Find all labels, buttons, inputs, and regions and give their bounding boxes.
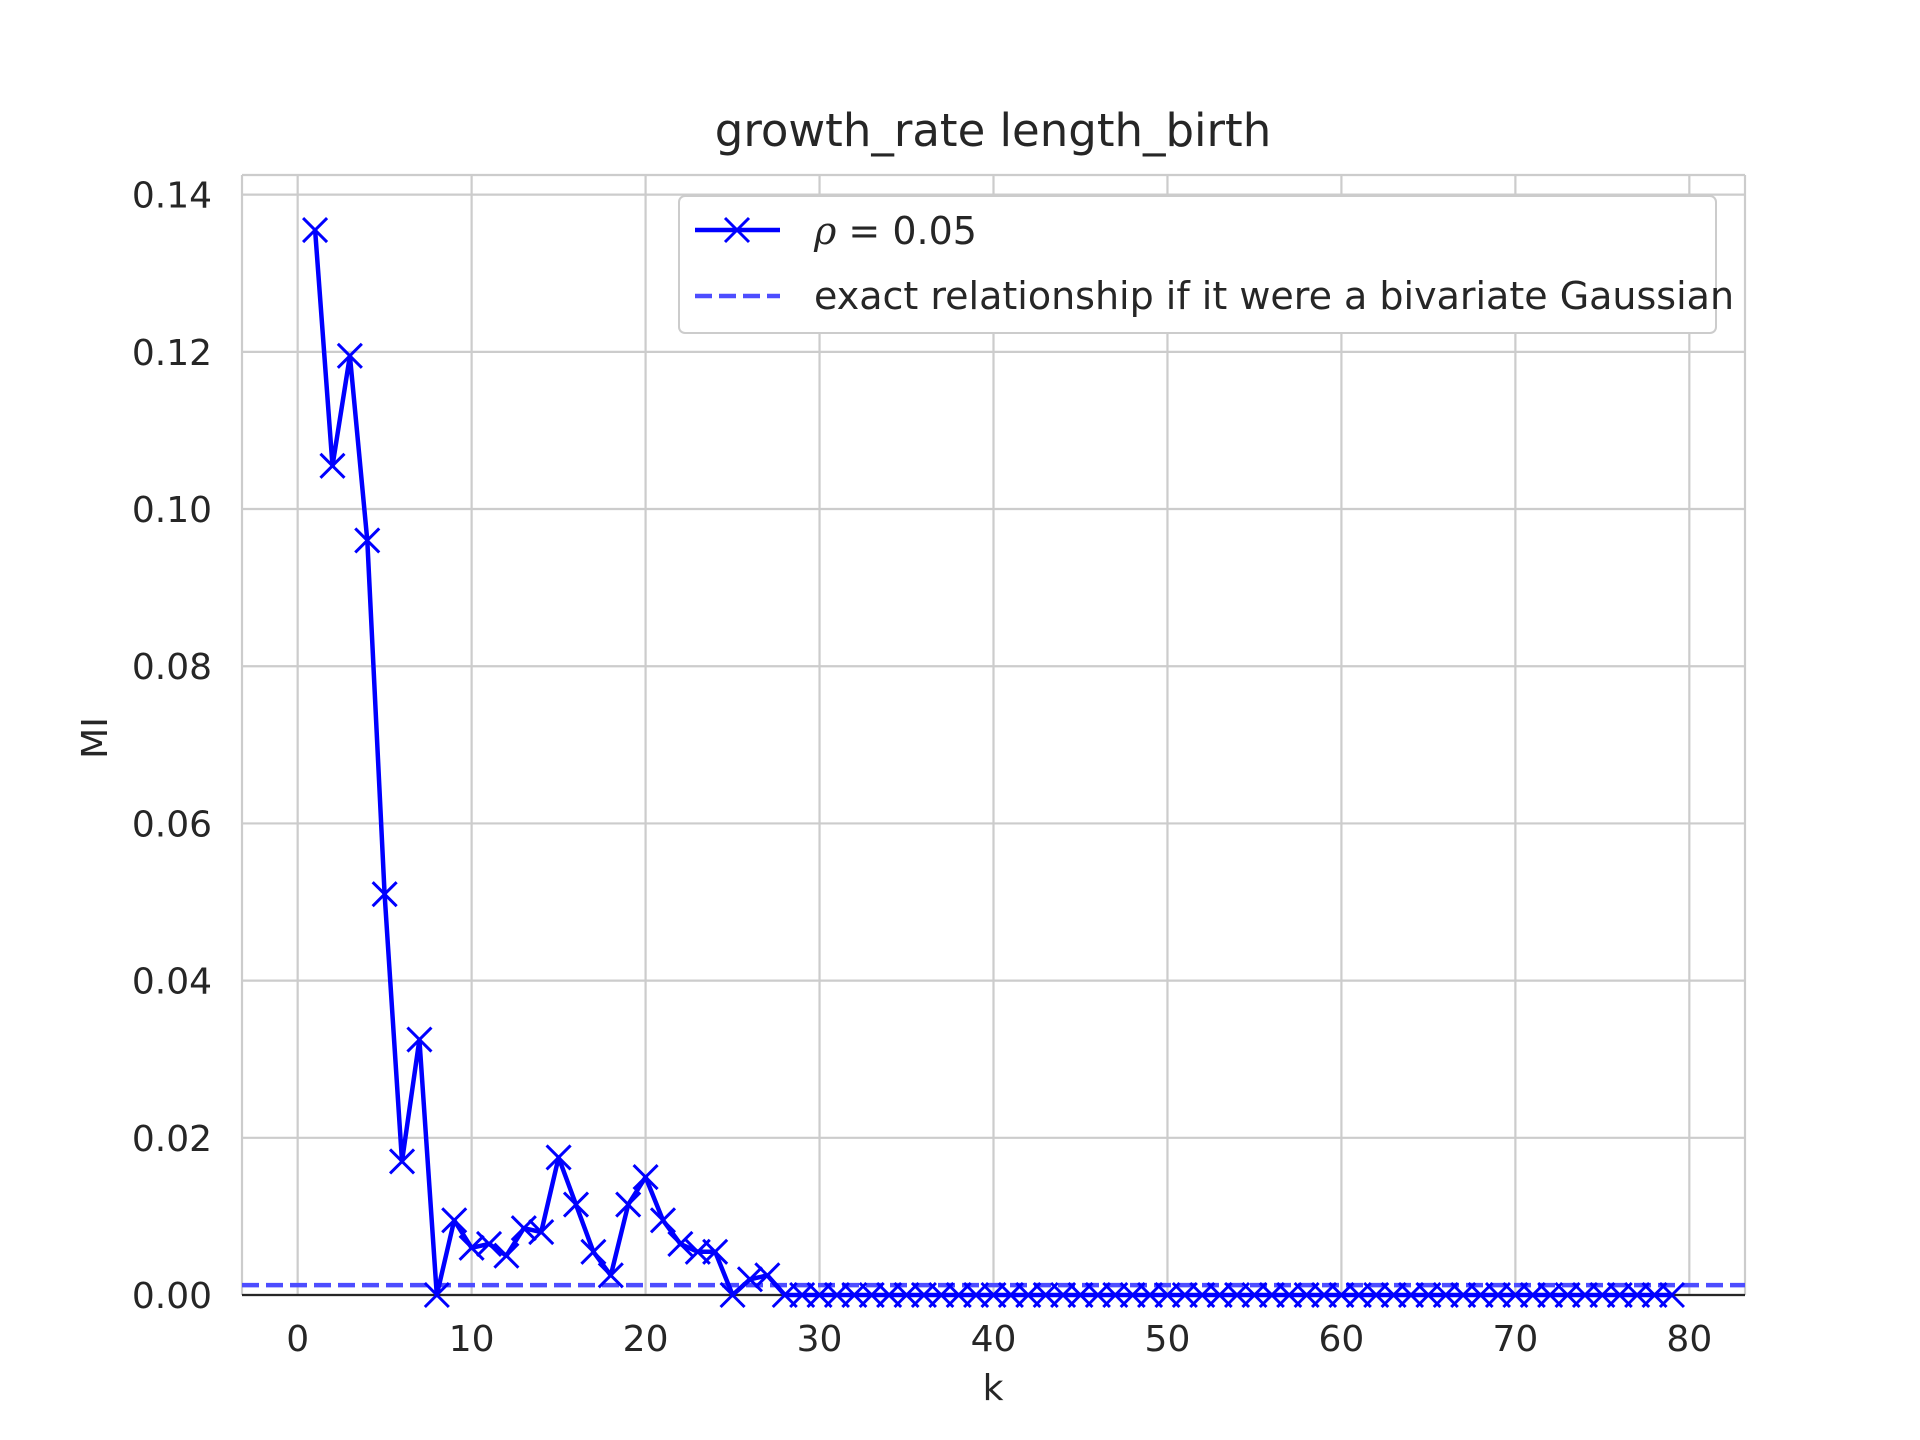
x-tick-label: 20 <box>623 1319 669 1360</box>
data-point <box>441 1207 468 1234</box>
data-point <box>458 1234 485 1261</box>
chart-title: growth_rate length_birth <box>715 104 1271 157</box>
series-layer <box>242 216 1745 1309</box>
data-point <box>423 1281 450 1309</box>
y-tick-label: 0.02 <box>132 1119 212 1160</box>
legend-label-series-1: ρ = 0.05 <box>813 209 977 253</box>
y-tick-label: 0.06 <box>132 804 212 845</box>
data-point <box>580 1238 607 1265</box>
data-point <box>649 1207 677 1234</box>
x-tick-label: 10 <box>449 1319 495 1360</box>
legend: ρ = 0.05 exact relationship if it were a… <box>678 195 1734 334</box>
x-tick-label: 50 <box>1145 1319 1191 1360</box>
data-point <box>667 1230 694 1257</box>
data-point <box>562 1191 590 1218</box>
data-point <box>736 1266 764 1293</box>
y-axis-title: MI <box>75 717 116 759</box>
data-point <box>597 1262 624 1289</box>
y-tick-label: 0.04 <box>132 962 212 1003</box>
data-point <box>475 1230 503 1257</box>
x-axis-title: k <box>983 1368 1004 1409</box>
data-point <box>371 881 398 908</box>
x-tick-label: 80 <box>1666 1319 1712 1360</box>
data-point <box>615 1191 642 1218</box>
data-point <box>302 216 329 244</box>
y-tick-label: 0.08 <box>132 647 212 688</box>
data-point <box>754 1262 781 1289</box>
legend-label-series-2: exact relationship if it were a bivariat… <box>814 274 1734 318</box>
x-tick-label: 40 <box>971 1319 1017 1360</box>
y-tick-labels: 0.00 0.02 0.04 0.06 0.08 0.10 0.12 0.14 <box>132 176 212 1317</box>
data-point <box>528 1219 555 1246</box>
x-tick-labels: 0 10 20 30 40 50 60 70 80 <box>286 1319 1712 1360</box>
data-point <box>702 1238 729 1265</box>
data-point <box>354 527 381 554</box>
data-point <box>319 452 346 479</box>
y-tick-label: 0.12 <box>132 333 212 374</box>
data-point <box>545 1144 572 1171</box>
legend-box <box>678 195 1717 334</box>
y-tick-label: 0.00 <box>132 1276 212 1317</box>
data-point <box>336 342 363 369</box>
legend-marker-series-1 <box>723 216 751 244</box>
y-tick-label: 0.14 <box>132 176 212 217</box>
data-point <box>510 1215 537 1242</box>
data-point <box>632 1164 659 1191</box>
y-tick-label: 0.10 <box>132 490 212 531</box>
data-point <box>1658 1281 1685 1309</box>
data-point <box>406 1026 433 1053</box>
x-tick-label: 30 <box>797 1319 843 1360</box>
data-point <box>493 1242 520 1269</box>
x-tick-label: 0 <box>286 1319 309 1360</box>
x-tick-label: 60 <box>1319 1319 1365 1360</box>
data-point <box>388 1148 416 1175</box>
x-tick-label: 70 <box>1492 1319 1538 1360</box>
